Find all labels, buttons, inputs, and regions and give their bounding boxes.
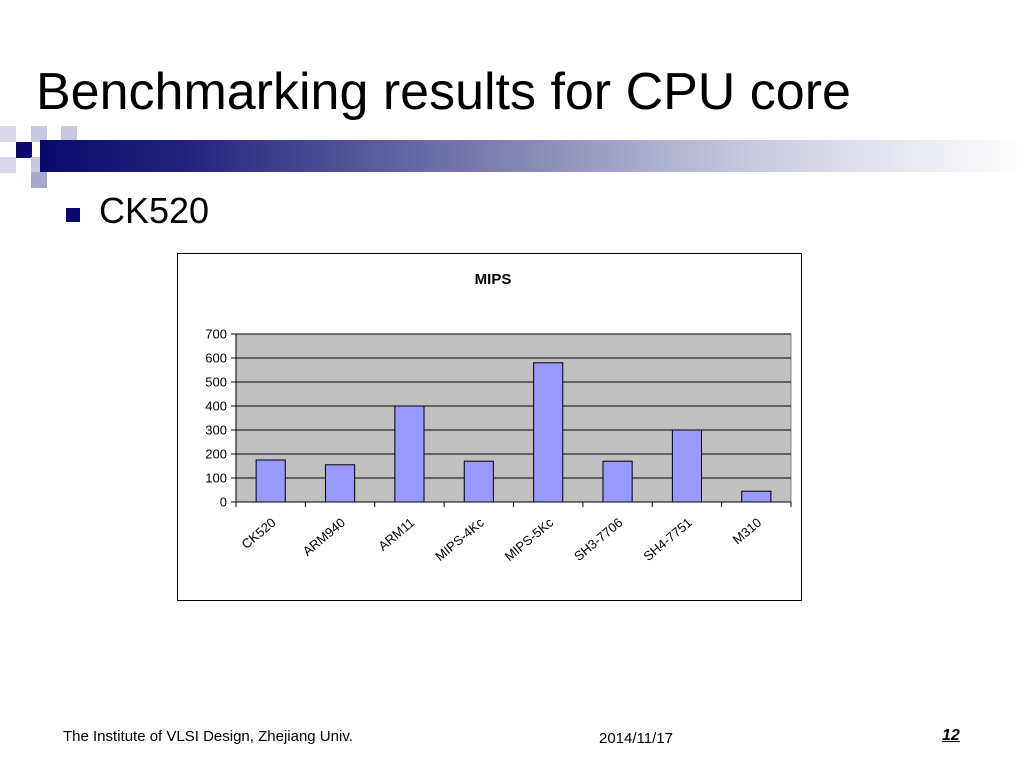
y-tick-label: 700 <box>205 327 227 342</box>
x-tick-label: SH3-7706 <box>571 515 625 564</box>
bullet-text: CK520 <box>99 190 210 231</box>
deco-square-5 <box>61 126 77 142</box>
x-tick-label: SH4-7751 <box>640 515 694 564</box>
footer-institute: The Institute of VLSI Design, Zhejiang U… <box>63 728 353 745</box>
x-tick-label: MIPS-5Kc <box>502 514 557 563</box>
bar-mips-5kc <box>533 362 564 503</box>
bar-m310 <box>741 490 772 503</box>
footer-page-number: 12 <box>942 727 960 744</box>
y-tick-label: 100 <box>205 471 227 486</box>
deco-square-1 <box>0 126 16 142</box>
y-tick-label: 200 <box>205 447 227 462</box>
x-tick-label: M310 <box>730 515 765 547</box>
y-tick-label: 500 <box>205 375 227 390</box>
deco-square-3 <box>31 126 47 142</box>
bar-arm940 <box>324 464 356 503</box>
bar-mips-4kc <box>463 460 494 503</box>
title-gradient-band <box>40 140 1024 172</box>
bar-chart: MIPS 0 100 200 300 400 500 600 700 CK520 ARM940 AR… <box>205 271 792 564</box>
y-tick-label: 0 <box>220 495 227 510</box>
slide-title: Benchmarking results for CPU core <box>36 63 851 121</box>
y-tick-label: 300 <box>205 423 227 438</box>
x-tick-label: ARM11 <box>375 515 417 554</box>
chart-title: MIPS <box>475 271 512 288</box>
bar-sh4-7751 <box>671 429 703 503</box>
chart-frame: MIPS 0 100 200 300 400 500 600 700 CK520 ARM940 AR… <box>177 253 802 601</box>
deco-square-2 <box>16 142 32 158</box>
y-tick-label: 400 <box>205 399 227 414</box>
x-tick-label: CK520 <box>239 515 279 552</box>
bar-sh3-7706 <box>602 460 633 503</box>
x-tick-label: ARM940 <box>300 515 348 559</box>
bar-ck520 <box>255 459 286 503</box>
x-tick-label: MIPS-4Kc <box>432 514 487 563</box>
deco-square-8 <box>31 172 47 188</box>
bullet-square-icon <box>66 208 80 222</box>
footer-date: 2014/11/17 <box>599 730 673 747</box>
bar-arm11 <box>394 405 425 503</box>
deco-square-6 <box>0 157 16 173</box>
plot-area <box>235 333 792 503</box>
y-tick-label: 600 <box>205 351 227 366</box>
